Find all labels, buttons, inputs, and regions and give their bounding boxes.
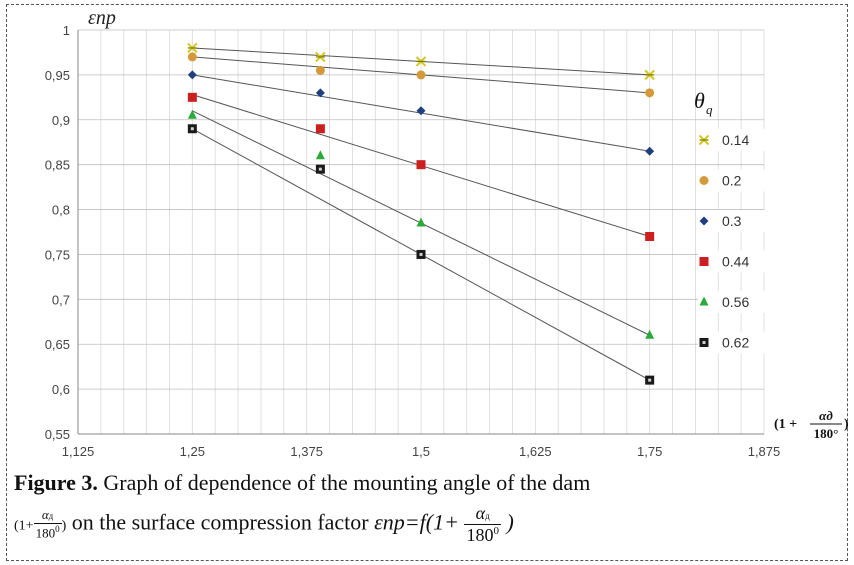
data-point-0.62 (190, 127, 194, 131)
caption-text-2: on the surface compression factor (71, 509, 369, 535)
legend-bg (698, 210, 768, 232)
data-point-0.56 (315, 150, 325, 160)
data-point-0.3 (645, 146, 655, 156)
x-tick-label: 1,625 (519, 444, 552, 459)
data-point-0.44 (187, 92, 197, 102)
x-tick-label: 1,5 (412, 444, 430, 459)
y-axis-label: εnp (88, 7, 116, 29)
formula-frac-den-sup: 0 (493, 525, 499, 537)
figure-caption-line1: Figure 3. Graph of dependence of the mou… (14, 468, 842, 498)
legend-label-0.2: 0.2 (722, 173, 742, 189)
caption-prefix-close: ) (61, 518, 67, 534)
legend-bg (698, 250, 768, 273)
data-point-0.56 (187, 109, 197, 119)
legend-label-0.3: 0.3 (722, 213, 742, 229)
data-point-0.44 (645, 231, 655, 241)
data-point-0.2 (187, 52, 197, 62)
legend-bg (698, 169, 768, 192)
figure-frame (6, 4, 848, 561)
data-point-0.62 (648, 378, 652, 382)
figure-label: Figure 3. (14, 470, 98, 495)
legend-title-sub: q (706, 102, 713, 117)
x-axis-label-num: αд (819, 408, 833, 423)
x-tick-label: 1,375 (290, 444, 323, 459)
prefix-frac-sub: д (48, 511, 54, 522)
y-tick-label: 0,6 (52, 382, 70, 397)
formula-frac-sub: д (485, 511, 490, 521)
data-points (187, 42, 655, 385)
data-point-0.3 (416, 106, 426, 116)
y-tick-label: 0,8 (52, 203, 70, 218)
legend-bg (698, 291, 768, 313)
legend-marker-0.44 (699, 257, 709, 266)
data-point-0.44 (416, 160, 426, 170)
legend-marker-0.3 (699, 216, 709, 226)
caption-formula-close: ) (506, 509, 514, 535)
caption-prefix-fraction: αд 1800 (33, 507, 62, 541)
figure-caption-line2: (1+ αд 1800) on the surface compression fa… (14, 503, 842, 553)
x-tick-label: 1,75 (637, 444, 662, 459)
x-tick-label: 1,25 (180, 444, 205, 459)
data-point-0.2 (416, 70, 426, 80)
legend-title: θ (694, 88, 705, 113)
data-point-0.2 (645, 88, 655, 98)
y-tick-label: 0,9 (52, 113, 70, 128)
chart-axes (77, 30, 764, 435)
legend-bg (698, 331, 768, 354)
y-tick-label: 0,95 (45, 68, 70, 83)
chart: θ q0.140.20.30.440.560.62 0,550,60,650,70… (45, 7, 849, 459)
y-tick-label: 1 (63, 23, 70, 38)
legend-marker-0.62 (702, 341, 706, 344)
x-axis-label-den: 180° (814, 426, 839, 441)
caption-text-1: Graph of dependence of the mounting angl… (103, 470, 591, 495)
caption-prefix-open: (1+ (14, 518, 34, 534)
y-tick-label: 0,55 (45, 427, 70, 442)
prefix-frac-den-sup: 0 (55, 524, 60, 535)
x-axis-label-close: ) (844, 417, 849, 432)
axis-labels: 0,55 0,6 0,65 0,7 0,75 0,8 0,85 0,9 0,95 1 1,125 1,… (45, 7, 849, 459)
x-tick-label: 1,125 (62, 444, 95, 459)
data-point-0.62 (318, 167, 322, 171)
y-tick-label: 0,75 (45, 247, 70, 262)
legend-label-0.62: 0.62 (722, 335, 749, 351)
legend-marker-0.2 (699, 176, 709, 185)
legend-label-0.44: 0.44 (722, 254, 749, 270)
data-point-0.56 (645, 329, 655, 339)
data-point-0.3 (315, 88, 325, 98)
data-point-0.56 (416, 217, 426, 227)
formula-frac-den: 180 (466, 525, 494, 545)
legend-bg (698, 129, 768, 151)
chart-grid (77, 29, 765, 435)
prefix-frac-num: α (41, 507, 49, 523)
data-point-0.2 (315, 65, 325, 75)
data-point-0.3 (187, 70, 197, 80)
x-tick-label: 1,875 (748, 444, 781, 459)
legend-marker-0.56 (699, 296, 709, 306)
prefix-frac-den: 180 (35, 525, 56, 541)
data-point-0.62 (419, 252, 423, 256)
legend-label-0.56: 0.56 (722, 294, 749, 310)
legend-label-0.14: 0.14 (722, 132, 749, 148)
caption-formula-fraction: αд 1800 (464, 503, 501, 546)
x-axis-label-open: (1 + (774, 417, 797, 432)
y-tick-label: 0,65 (45, 337, 70, 352)
x-axis-label: (1 + αд 180°) (774, 408, 849, 441)
y-tick-label: 0,85 (45, 158, 70, 173)
formula-frac-num: α (475, 503, 486, 523)
data-point-0.44 (315, 124, 325, 134)
caption-formula: εnp=f(1+ (374, 509, 459, 535)
y-tick-label: 0,7 (52, 292, 70, 307)
legend: θ q 0.14 0.2 0.3 0.44 0.56 0.62 (694, 88, 768, 354)
